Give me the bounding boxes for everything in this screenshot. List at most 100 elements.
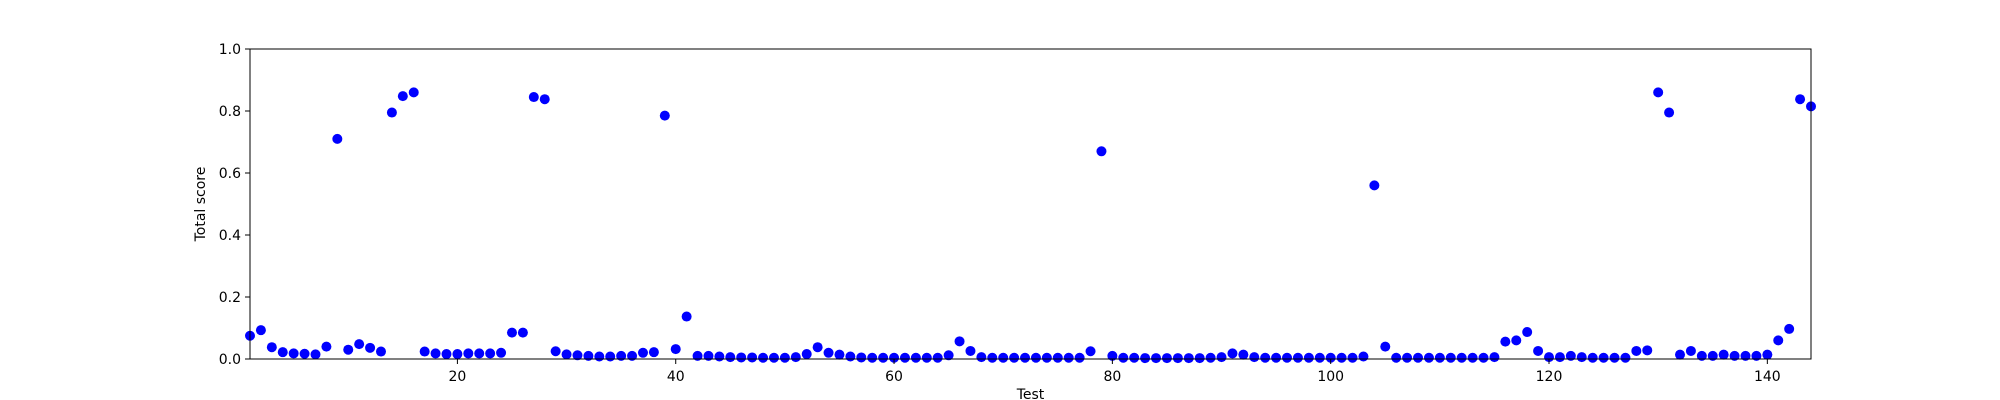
data-point bbox=[714, 351, 725, 362]
data-point bbox=[1292, 352, 1303, 363]
data-point bbox=[1598, 352, 1609, 363]
data-point bbox=[1402, 352, 1413, 363]
data-point bbox=[736, 352, 747, 363]
data-point bbox=[616, 350, 627, 361]
data-point bbox=[1347, 352, 1358, 363]
data-point bbox=[899, 352, 910, 363]
data-point bbox=[463, 348, 474, 359]
data-point bbox=[539, 94, 550, 105]
y-tick-label: 0.6 bbox=[219, 166, 241, 182]
x-tick-label: 20 bbox=[448, 369, 466, 385]
data-point bbox=[583, 350, 594, 361]
y-axis-label: Total score bbox=[193, 167, 209, 243]
data-point bbox=[594, 351, 605, 362]
data-point bbox=[386, 107, 397, 118]
data-point bbox=[321, 341, 332, 352]
data-point bbox=[659, 110, 670, 121]
y-axis-ticks: 0.0 0.2 0.4 0.6 0.8 1.0 bbox=[219, 42, 250, 368]
data-point bbox=[332, 133, 343, 144]
data-point bbox=[1740, 350, 1751, 361]
y-tick-label: 0.0 bbox=[219, 352, 241, 368]
x-tick-label: 80 bbox=[1103, 369, 1121, 385]
data-point bbox=[1664, 107, 1675, 118]
data-point bbox=[1751, 350, 1762, 361]
plot-area-frame bbox=[249, 48, 1812, 360]
data-point bbox=[779, 352, 790, 363]
data-point bbox=[1129, 352, 1140, 363]
data-point bbox=[1631, 345, 1642, 356]
data-point bbox=[1478, 352, 1489, 363]
y-tick-label: 0.2 bbox=[219, 290, 241, 306]
data-point bbox=[834, 349, 845, 360]
data-point bbox=[768, 352, 779, 363]
data-point bbox=[1467, 352, 1478, 363]
data-point bbox=[1227, 348, 1238, 359]
data-point bbox=[1795, 94, 1806, 105]
data-point bbox=[747, 352, 758, 363]
data-point bbox=[1096, 146, 1107, 157]
data-point bbox=[1762, 349, 1773, 360]
data-points bbox=[245, 87, 1816, 364]
y-tick-label: 0.8 bbox=[219, 104, 241, 120]
data-point bbox=[419, 346, 430, 357]
data-point bbox=[310, 349, 321, 360]
data-point bbox=[1282, 352, 1293, 363]
data-point bbox=[823, 347, 834, 358]
data-point bbox=[910, 352, 921, 363]
data-point bbox=[365, 342, 376, 353]
x-tick-label: 140 bbox=[1754, 369, 1781, 385]
data-point bbox=[703, 350, 714, 361]
data-point bbox=[1205, 352, 1216, 363]
data-point bbox=[627, 350, 638, 361]
data-point bbox=[878, 352, 889, 363]
data-point bbox=[1118, 352, 1129, 363]
data-point bbox=[1369, 180, 1380, 191]
data-point bbox=[1161, 353, 1172, 364]
data-point bbox=[266, 342, 277, 353]
data-point bbox=[1249, 352, 1260, 363]
data-point bbox=[1522, 327, 1533, 338]
data-point bbox=[758, 352, 769, 363]
data-point bbox=[867, 352, 878, 363]
data-point bbox=[1358, 351, 1369, 362]
data-point bbox=[1314, 352, 1325, 363]
data-point bbox=[1554, 352, 1565, 363]
x-axis-ticks: 20 40 60 80 100 120 140 bbox=[448, 359, 1781, 385]
data-point bbox=[1194, 353, 1205, 364]
data-point bbox=[496, 347, 507, 358]
data-point bbox=[1183, 353, 1194, 364]
data-point bbox=[856, 352, 867, 363]
data-point bbox=[1718, 349, 1729, 360]
data-point bbox=[1565, 350, 1576, 361]
data-point bbox=[397, 91, 408, 102]
data-point bbox=[255, 325, 266, 336]
data-point bbox=[1238, 349, 1249, 360]
data-point bbox=[474, 348, 485, 359]
data-point bbox=[1063, 352, 1074, 363]
data-point bbox=[845, 351, 856, 362]
data-point bbox=[517, 327, 528, 338]
data-point bbox=[889, 352, 900, 363]
data-point bbox=[1009, 352, 1020, 363]
data-point bbox=[561, 349, 572, 360]
data-point bbox=[1085, 346, 1096, 357]
data-point bbox=[1325, 352, 1336, 363]
data-point bbox=[976, 352, 987, 363]
data-point bbox=[375, 346, 386, 357]
data-point bbox=[1260, 352, 1271, 363]
x-tick-label: 40 bbox=[667, 369, 685, 385]
data-point bbox=[1052, 352, 1063, 363]
data-point bbox=[670, 344, 681, 355]
x-tick-label: 100 bbox=[1317, 369, 1344, 385]
data-point bbox=[441, 349, 452, 360]
data-point bbox=[1544, 352, 1555, 363]
data-point bbox=[1020, 352, 1031, 363]
data-point bbox=[506, 327, 517, 338]
data-point bbox=[1533, 345, 1544, 356]
data-point bbox=[528, 92, 539, 103]
data-point bbox=[1151, 353, 1162, 364]
data-point bbox=[1456, 352, 1467, 363]
x-tick-label: 60 bbox=[885, 369, 903, 385]
data-point bbox=[1074, 352, 1085, 363]
